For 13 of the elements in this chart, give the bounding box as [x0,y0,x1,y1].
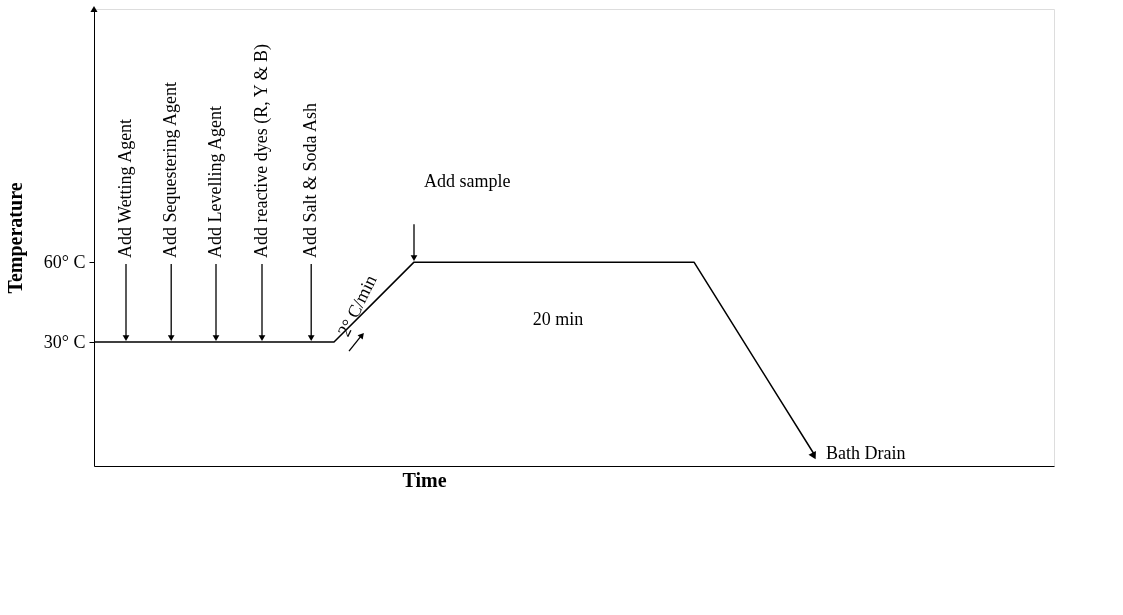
annotation: Add Levelling Agent [205,106,225,259]
annotation: Bath Drain [826,443,906,464]
y-axis-title: Temperature [3,182,27,294]
annotation: 2° C/min [333,271,381,340]
annotation: Add sample [424,171,511,192]
annotation: Add Sequestering Agent [160,82,181,259]
annotation: Add Wetting Agent [115,118,135,259]
y-tick-label: 30° C [43,331,86,352]
x-axis-title: Time [402,468,447,491]
annotation: Add Salt & Soda Ash [300,103,321,259]
y-tick-label: 60° C [43,251,86,272]
annotation: 20 min [532,309,584,330]
annotation: Add reactive dyes (R, Y & B) [251,43,272,259]
